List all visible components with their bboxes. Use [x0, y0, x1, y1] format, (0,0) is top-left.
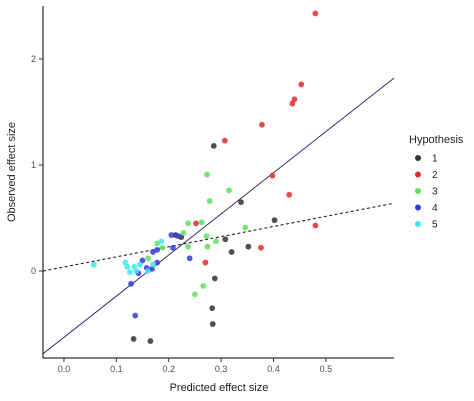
- x-tick-label: 0.1: [110, 364, 123, 374]
- data-point-h3: [206, 198, 213, 204]
- data-point-h1: [245, 243, 252, 250]
- y-tick-label: 1: [31, 160, 36, 170]
- data-points: [90, 10, 319, 344]
- data-point-h3: [180, 229, 187, 236]
- data-point-h2: [289, 100, 296, 107]
- legend-key-3: [415, 188, 421, 194]
- data-point-h4: [186, 255, 193, 262]
- data-point-h3: [185, 220, 192, 227]
- data-point-h2: [269, 172, 276, 179]
- legend-key-5: [415, 221, 421, 227]
- plot-background: [43, 6, 394, 358]
- data-point-h4: [170, 244, 176, 251]
- data-point-h4: [128, 280, 134, 287]
- legend-key-4: [415, 204, 421, 211]
- y-tick-label: 0: [31, 266, 36, 276]
- data-point-h1: [222, 236, 229, 243]
- data-point-h1: [210, 143, 217, 149]
- legend: 1 2 3 4 5: [415, 154, 438, 231]
- data-point-h3: [203, 233, 210, 239]
- x-tick-label: 0.5: [320, 364, 333, 374]
- data-point-h4: [154, 246, 161, 253]
- data-point-h3: [192, 291, 198, 298]
- data-point-h5: [133, 268, 140, 274]
- data-point-h2: [312, 222, 319, 229]
- x-tick-label: 0.0: [58, 364, 71, 374]
- data-point-h2: [202, 259, 209, 266]
- x-tick-label: 0.4: [267, 364, 280, 374]
- data-point-h1: [271, 217, 278, 224]
- legend-label-1: 1: [432, 154, 438, 165]
- data-point-h2: [286, 191, 293, 198]
- data-point-h1: [209, 321, 216, 327]
- data-point-h4: [139, 257, 146, 264]
- data-point-h2: [312, 10, 319, 17]
- data-point-h5: [90, 261, 97, 268]
- data-point-h1: [238, 199, 244, 206]
- data-point-h2: [258, 244, 264, 251]
- plot-area: [43, 6, 394, 358]
- data-point-h1: [228, 249, 235, 255]
- x-tick-label: 0.2: [162, 364, 175, 374]
- data-point-h1: [147, 338, 154, 344]
- data-point-h2: [298, 81, 305, 88]
- legend-key-1: [415, 155, 421, 161]
- data-point-h5: [137, 261, 143, 268]
- data-point-h3: [159, 244, 166, 251]
- data-point-h4: [132, 312, 139, 319]
- data-point-h5: [144, 268, 151, 274]
- axes: 0.0 0.1 0.2 0.3 0.4 0.5 0 1 2: [31, 6, 394, 374]
- legend-label-2: 2: [432, 170, 438, 181]
- data-point-h3: [226, 187, 232, 194]
- x-tick-label: 0.3: [215, 364, 228, 374]
- solid-fit-line: [42, 77, 395, 355]
- reference-lines: [42, 77, 395, 355]
- data-point-h5: [124, 263, 131, 270]
- data-point-h4: [175, 233, 182, 239]
- data-point-h5: [150, 261, 156, 268]
- legend-label-5: 5: [432, 220, 438, 231]
- data-point-h2: [193, 220, 199, 227]
- x-axis-title: Predicted effect size: [170, 382, 269, 394]
- data-point-h3: [242, 224, 249, 231]
- dashed-fit-line: [42, 202, 395, 272]
- legend-key-2: [415, 171, 421, 178]
- data-point-h3: [145, 255, 152, 262]
- data-point-h2: [259, 121, 265, 128]
- data-point-h4: [168, 232, 175, 238]
- data-point-h1: [211, 275, 218, 282]
- data-point-h3: [204, 243, 211, 250]
- data-point-h3: [204, 171, 210, 178]
- data-point-h2: [221, 137, 228, 144]
- data-point-h1: [209, 305, 216, 312]
- data-point-h3: [212, 238, 219, 245]
- legend-title: Hypothesis: [409, 134, 464, 146]
- data-point-h5: [127, 269, 133, 276]
- y-axis-title: Observed effect size: [6, 122, 18, 222]
- data-point-h5: [158, 238, 165, 245]
- data-point-h1: [130, 336, 137, 342]
- data-point-h3: [198, 219, 205, 226]
- legend-label-4: 4: [432, 203, 438, 214]
- legend-label-3: 3: [432, 187, 438, 198]
- y-tick-label: 2: [31, 54, 36, 64]
- data-point-h3: [200, 283, 207, 289]
- data-point-h3: [185, 243, 192, 250]
